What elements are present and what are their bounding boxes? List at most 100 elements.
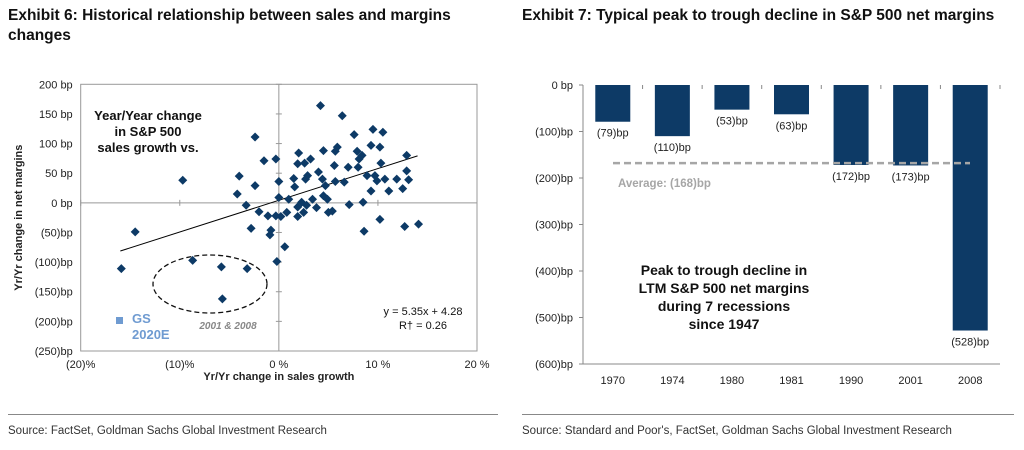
scatter-point (116, 264, 126, 274)
scatter-annotation-line: Year/Year change (94, 108, 202, 123)
scatter-point (375, 142, 385, 152)
scatter-y-tick-label: 200 bp (39, 79, 73, 91)
scatter-point (359, 226, 369, 236)
scatter-point (330, 176, 340, 186)
bar-category-label: 1974 (660, 375, 684, 387)
scatter-point (344, 200, 354, 210)
bar-data-label: (172)bp (832, 171, 870, 183)
trendline (120, 155, 418, 252)
regression-r-squared: R† = 0.26 (399, 320, 447, 332)
scatter-x-tick-label: 10 % (365, 359, 390, 371)
scatter-point (234, 171, 244, 181)
left-divider (8, 414, 498, 415)
exhibit-6-title: Exhibit 6: Historical relationship betwe… (8, 7, 451, 44)
bar-2001 (893, 85, 929, 166)
scatter-annotation-line: in S&P 500 (115, 124, 182, 139)
scatter-point (404, 175, 414, 185)
scatter-y-tick-label: (200)bp (35, 316, 73, 328)
right-divider (522, 414, 1014, 415)
scatter-point (282, 207, 292, 217)
bar-data-label: (528)bp (951, 337, 989, 349)
gs-2020e-legend-marker (116, 317, 123, 324)
scatter-point (241, 200, 251, 210)
scatter-point (254, 207, 264, 217)
scatter-point (339, 177, 349, 187)
scatter-annotation-line: sales growth vs. (97, 140, 198, 155)
scatter-point (353, 162, 363, 172)
scatter-point (272, 257, 282, 267)
bar-y-tick-label: 0 bp (552, 80, 573, 92)
bar-y-tick-label: (100)bp (535, 127, 573, 139)
scatter-point (368, 124, 378, 134)
scatter-point (315, 101, 325, 111)
bar-data-label: (110)bp (654, 142, 691, 154)
scatter-point (302, 200, 312, 210)
scatter-point (280, 242, 290, 252)
scatter-point (263, 211, 273, 221)
scatter-point (271, 154, 281, 164)
scatter-point (352, 146, 362, 156)
scatter-point (366, 186, 376, 196)
scatter-point (392, 174, 402, 184)
scatter-point (402, 150, 412, 160)
scatter-x-tick-label: 0 % (269, 359, 288, 371)
scatter-point (289, 174, 299, 184)
bar-data-label: (79)bp (597, 128, 629, 140)
scatter-point (299, 207, 309, 217)
bar-category-label: 1980 (720, 375, 744, 387)
bar-annotation-line: since 1947 (689, 316, 760, 332)
bar-data-label: (63)bp (776, 120, 808, 132)
bar-y-tick-label: (200)bp (535, 173, 573, 185)
scatter-point (313, 167, 323, 177)
scatter-point (274, 192, 284, 202)
scatter-y-axis-label: Yr/Yr change in net margins (13, 145, 25, 291)
scatter-point (380, 174, 390, 184)
scatter-point (327, 206, 337, 216)
scatter-point (242, 264, 252, 274)
scatter-point (300, 158, 310, 168)
scatter-y-tick-label: (100)bp (35, 257, 73, 269)
scatter-point (357, 150, 367, 160)
scatter-point (318, 146, 328, 156)
scatter-point (320, 181, 330, 191)
bar-1980 (714, 85, 750, 110)
scatter-x-tick-label: 20 % (464, 359, 489, 371)
scatter-point (188, 255, 198, 265)
scatter-point (306, 154, 316, 164)
scatter-point (274, 176, 284, 186)
scatter-point (376, 158, 386, 168)
scatter-point (293, 159, 303, 169)
scatter-point (217, 294, 227, 304)
scatter-point (290, 182, 300, 192)
scatter-point (329, 160, 339, 170)
bar-annotation-line: during 7 recessions (658, 298, 790, 314)
bar-data-label: (53)bp (716, 116, 748, 128)
scatter-point (232, 189, 242, 199)
scatter-point (370, 171, 380, 181)
scatter-x-axis-label: Yr/Yr change in sales growth (203, 371, 354, 383)
bar-2008 (952, 85, 988, 331)
bar-data-label: (173)bp (892, 171, 930, 183)
scatter-y-tick-label: (150)bp (35, 287, 73, 299)
bar-y-tick-label: (400)bp (535, 266, 573, 278)
scatter-point (250, 132, 260, 142)
scatter-y-tick-label: 150 bp (39, 109, 73, 121)
left-source: Source: FactSet, Goldman Sachs Global In… (8, 425, 327, 437)
scatter-point (332, 142, 342, 152)
recession-ellipse (152, 254, 268, 314)
scatter-point (284, 194, 294, 204)
scatter-point (293, 211, 303, 221)
scatter-point (246, 223, 256, 233)
scatter-point (358, 197, 368, 207)
scatter-point (317, 174, 327, 184)
scatter-y-tick-label: 50 bp (45, 168, 73, 180)
scatter-point (362, 171, 372, 181)
scatter-y-tick-label: (50)bp (41, 227, 73, 239)
bar-category-label: 1970 (601, 375, 625, 387)
scatter-point (130, 227, 140, 237)
right-source: Source: Standard and Poor's, FactSet, Go… (522, 425, 952, 437)
scatter-y-tick-label: (250)bp (35, 346, 73, 358)
bar-1981 (774, 85, 809, 115)
scatter-point (294, 148, 304, 158)
scatter-point (250, 181, 260, 191)
